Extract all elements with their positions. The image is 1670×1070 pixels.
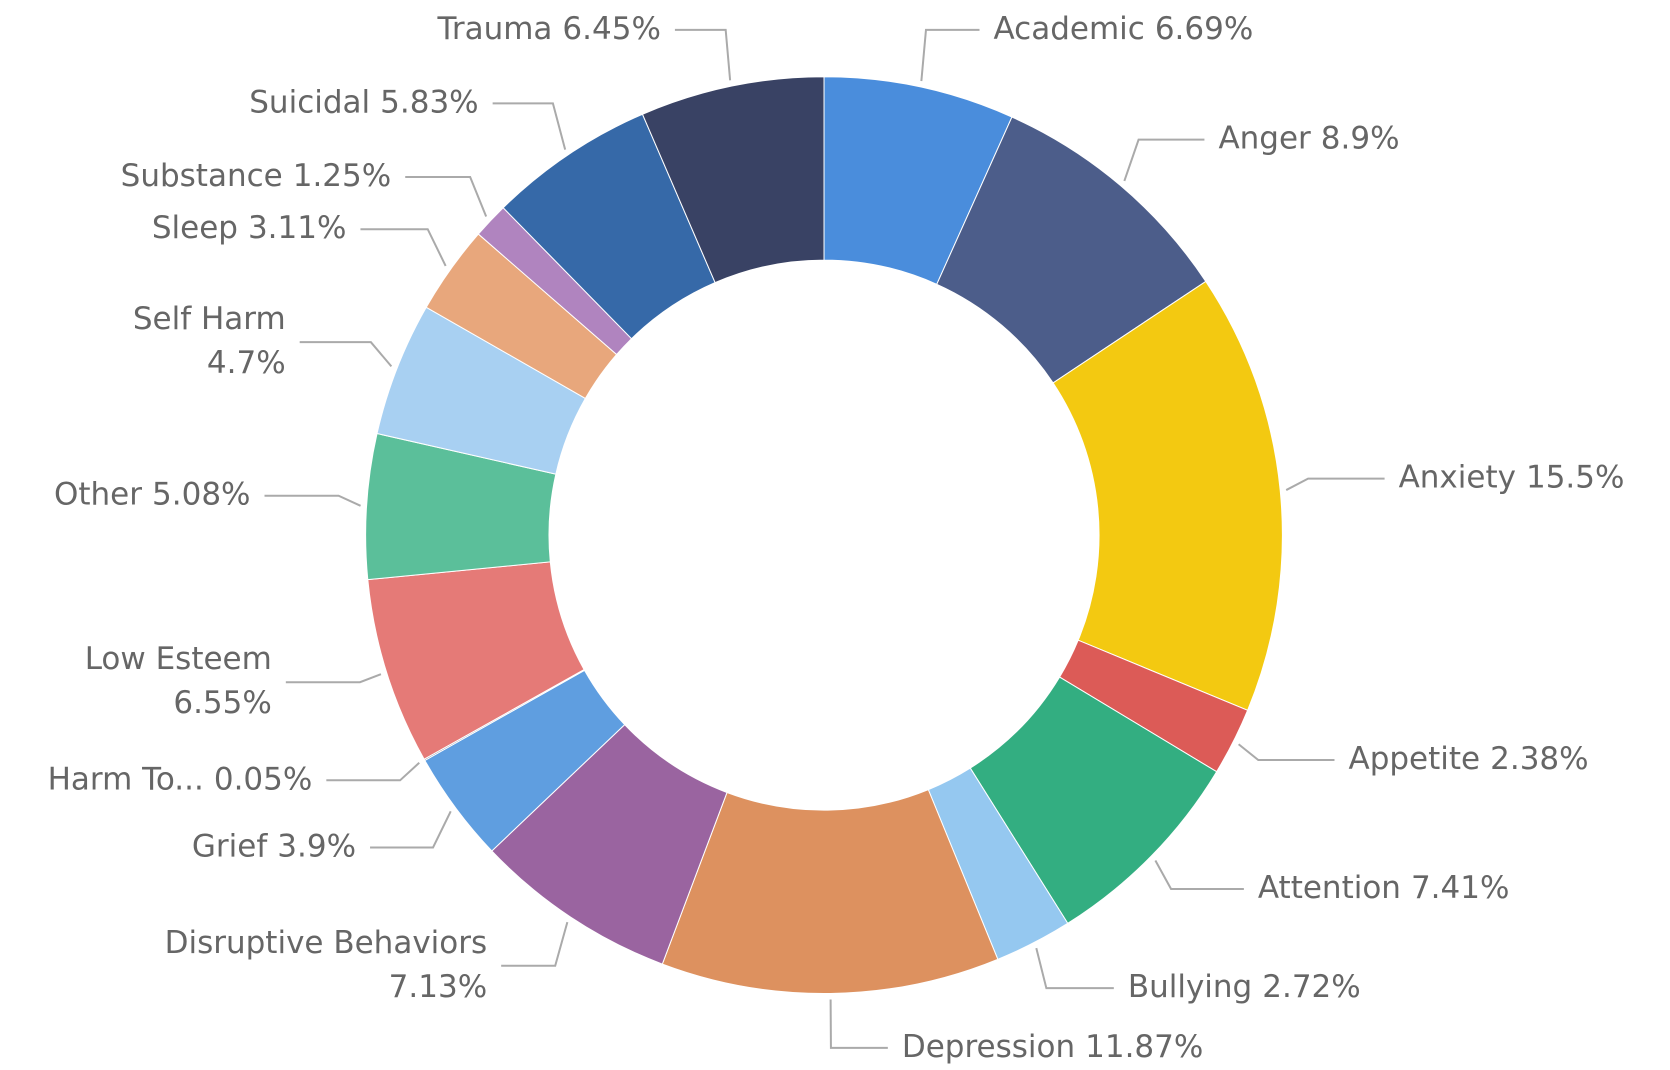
slice-category: Self Harm	[133, 301, 286, 337]
slice-label: Disruptive Behaviors 7.13%	[165, 924, 488, 1004]
donut-slice	[1052, 280, 1283, 711]
leader-line	[405, 175, 488, 217]
slice-value: 5.08%	[152, 476, 250, 512]
donut-slice	[641, 76, 825, 284]
leader-line	[360, 228, 447, 267]
leader-line	[1154, 859, 1244, 891]
slice-label: Trauma 6.45%	[436, 10, 660, 46]
slice-category: Substance	[121, 157, 283, 193]
slice-value: 6.45%	[562, 10, 660, 46]
leader-line	[1035, 947, 1114, 990]
slice-category: Appetite	[1348, 741, 1480, 777]
slice-value: 4.7%	[207, 345, 286, 381]
slice-category: Harm To...	[48, 761, 204, 797]
slice-category: Other	[54, 476, 142, 512]
leader-line	[501, 921, 569, 967]
leader-line	[1238, 743, 1335, 762]
slice-label: Anxiety 15.5%	[1399, 459, 1625, 495]
slice-label: Harm To... 0.05%	[48, 761, 313, 797]
slice-label: Substance 1.25%	[121, 157, 392, 193]
slice-label: Suicidal 5.83%	[249, 84, 478, 120]
leader-line	[285, 673, 382, 684]
donut-slice	[661, 788, 999, 994]
slice-category: Sleep	[152, 210, 238, 246]
leader-line	[370, 810, 452, 849]
leader-line	[829, 999, 888, 1049]
slice-label: Self Harm 4.7%	[133, 301, 286, 381]
slice-value: 2.38%	[1490, 741, 1588, 777]
leader-line	[264, 494, 361, 507]
slice-value: 7.41%	[1411, 870, 1509, 906]
slice-value: 15.5%	[1526, 459, 1624, 495]
slice-value: 1.25%	[293, 157, 391, 193]
slice-label: Depression 11.87%	[902, 1028, 1203, 1064]
slice-value: 2.72%	[1262, 969, 1360, 1005]
leader-line	[326, 762, 420, 782]
leader-line	[920, 28, 980, 82]
slice-label: Grief 3.9%	[192, 828, 356, 864]
slice-value: 3.11%	[248, 210, 346, 246]
slice-label: Low Esteem 6.55%	[85, 641, 272, 721]
slice-label: Other 5.08%	[54, 476, 251, 512]
slice-category: Attention	[1258, 870, 1401, 906]
slice-value: 8.9%	[1321, 120, 1400, 156]
slice-label: Anger 8.9%	[1218, 120, 1399, 156]
slice-value: 5.83%	[380, 84, 478, 120]
slice-category: Academic	[994, 10, 1145, 46]
slice-category: Depression	[902, 1028, 1075, 1064]
slice-label: Attention 7.41%	[1258, 870, 1510, 906]
slice-category: Bullying	[1128, 969, 1252, 1005]
slice-value: 6.55%	[173, 685, 271, 721]
leader-line	[674, 28, 732, 81]
leader-line	[299, 341, 393, 368]
slice-category: Suicidal	[249, 84, 370, 120]
slice-label: Bullying 2.72%	[1128, 969, 1361, 1005]
slice-value: 0.05%	[214, 761, 312, 797]
slice-value: 11.87%	[1085, 1028, 1203, 1064]
slice-value: 3.9%	[277, 828, 356, 864]
slice-category: Anxiety	[1399, 459, 1516, 495]
slice-value: 6.69%	[1155, 10, 1253, 46]
slice-label: Academic 6.69%	[994, 10, 1254, 46]
slice-label: Appetite 2.38%	[1348, 741, 1588, 777]
slice-category: Low Esteem	[85, 641, 272, 677]
leader-line	[1285, 477, 1385, 491]
leader-line	[492, 102, 567, 150]
leader-line	[1123, 138, 1205, 182]
slice-category: Anger	[1218, 120, 1311, 156]
slice-category: Trauma	[436, 10, 552, 46]
slice-category: Disruptive Behaviors	[165, 924, 488, 960]
slice-value: 7.13%	[389, 968, 487, 1004]
slice-label: Sleep 3.11%	[152, 210, 347, 246]
slice-category: Grief	[192, 828, 268, 864]
